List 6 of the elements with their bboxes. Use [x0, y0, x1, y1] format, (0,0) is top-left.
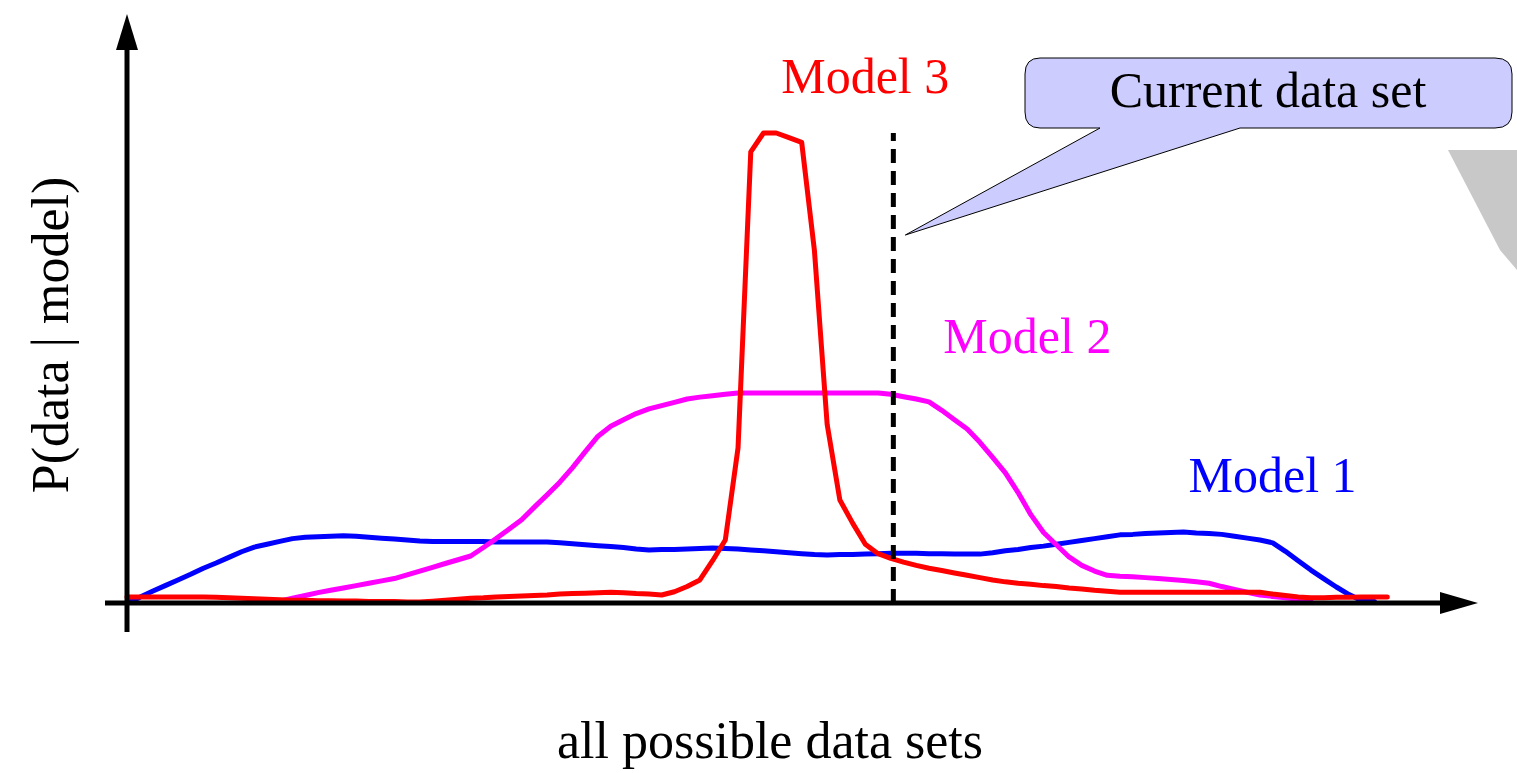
series-label: Model 1 [1188, 447, 1357, 504]
series-label: Model 2 [943, 307, 1112, 364]
x-axis-title: all possible data sets [556, 712, 984, 769]
text: Current data set [1109, 62, 1427, 118]
y-axis-title: P(data | model) [22, 176, 80, 494]
series-label: Model 3 [781, 48, 950, 104]
